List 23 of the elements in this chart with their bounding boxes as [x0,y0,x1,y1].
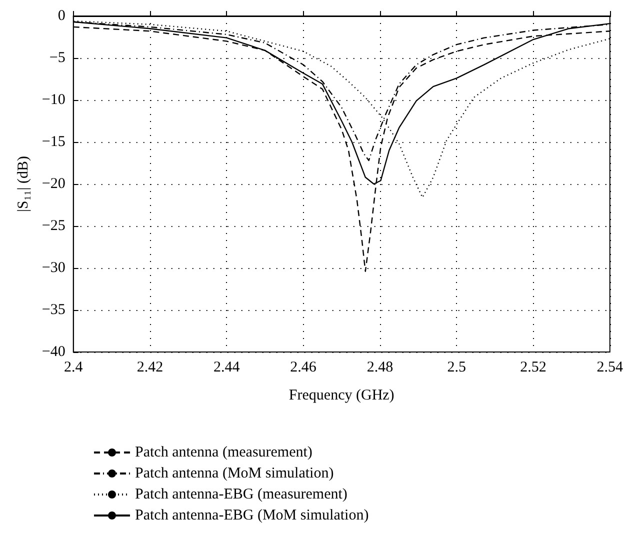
y-tick-label: −5 [49,50,66,66]
x-tick-label: 2.54 [596,360,624,376]
x-tick-label: 2.4 [64,360,84,376]
legend-label: Patch antenna (measurement) [135,444,312,460]
x-tick-label: 2.46 [290,360,317,376]
x-tick-label: 2.42 [136,360,164,376]
y-tick-label: −20 [42,176,66,192]
y-tick-label: −35 [42,302,66,318]
legend-label: Patch antenna-EBG (measurement) [135,486,348,502]
y-tick-label: −15 [42,134,66,150]
legend-label: Patch antenna-EBG (MoM simulation) [135,508,369,524]
x-tick-label: 2.48 [366,360,394,376]
y-tick-label: −40 [42,344,66,360]
legend-label: Patch antenna (MoM simulation) [135,466,334,482]
x-tick-label: 2.44 [214,360,240,376]
y-tick-label: 0 [58,8,66,24]
y-tick-label: −25 [42,218,66,234]
y-axis-title: |S₁₁| (dB) [16,156,32,212]
x-axis-title: Frequency (GHz) [288,388,394,404]
x-tick-label: 2.52 [520,360,546,376]
y-tick-label: −10 [42,92,66,108]
y-tick-label: −30 [42,260,66,276]
x-tick-label: 2.5 [447,360,466,376]
